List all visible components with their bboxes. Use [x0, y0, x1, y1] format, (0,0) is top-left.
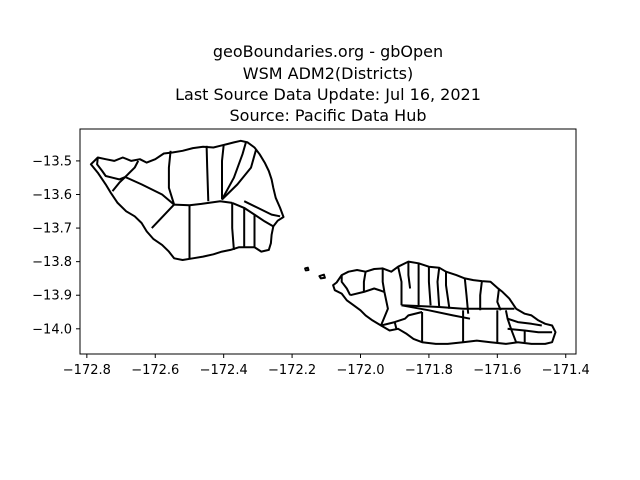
upolu-district-line — [479, 280, 483, 311]
x-tick-label: −172.8 — [63, 363, 111, 378]
apolima-outline — [304, 266, 310, 272]
x-tick-label: −172.6 — [131, 363, 179, 378]
upolu-district-line — [507, 327, 553, 334]
upolu-district-line — [397, 266, 403, 306]
x-tick-label: −172.4 — [200, 363, 248, 378]
savaii-district-line — [111, 176, 126, 192]
upolu-district-line — [445, 271, 451, 309]
y-tick-label: −13.6 — [32, 188, 72, 203]
upolu-district-line — [349, 287, 385, 297]
upolu-district-line — [381, 268, 386, 293]
savaii-district-line — [167, 150, 176, 205]
map-title-line-1: geoBoundaries.org - gbOpen — [212, 42, 444, 61]
savaii-district-line — [221, 144, 225, 200]
savaii-district-line — [174, 200, 233, 207]
savaii-district-line — [243, 200, 281, 218]
savaii-district-line — [221, 142, 247, 200]
x-tick-label: −172.2 — [268, 363, 316, 378]
upolu-district-line — [380, 311, 423, 327]
savaii-district-line — [151, 203, 175, 229]
upolu-outline — [332, 260, 557, 345]
upolu-district-line — [401, 304, 471, 320]
savaii-district-line — [124, 160, 140, 178]
y-tick-label: −13.7 — [32, 222, 72, 237]
x-tick-label: −171.8 — [405, 363, 453, 378]
y-axis: −13.5 −13.6 −13.7 −13.8 −13.9 −14.0 — [32, 154, 80, 337]
map-title-line-3: Last Source Data Update: Jul 16, 2021 — [175, 85, 481, 104]
y-tick-label: −14.0 — [32, 322, 72, 337]
x-axis: −172.8 −172.6 −172.4 −172.2 −172.0 −171.8 −171… — [63, 354, 590, 378]
y-tick-label: −13.8 — [32, 255, 72, 270]
x-tick-label: −171.6 — [473, 363, 521, 378]
map-title-line-4: Source: Pacific Data Hub — [229, 106, 427, 125]
upolu-district-line — [362, 271, 367, 292]
manono-outline — [318, 273, 326, 280]
upolu-district-line — [504, 310, 542, 327]
upolu-district-line — [340, 275, 352, 296]
upolu-district-line — [407, 261, 412, 289]
upolu-district-line — [463, 278, 470, 314]
upolu-district-line — [436, 267, 441, 308]
savaii-outline — [89, 139, 285, 261]
upolu-district-line — [393, 321, 398, 330]
upolu-district-line — [427, 266, 432, 306]
y-tick-label: −13.5 — [32, 154, 72, 169]
savaii-district-line — [205, 145, 210, 202]
y-tick-label: −13.9 — [32, 289, 72, 304]
upolu-district-line — [496, 288, 502, 311]
x-tick-label: −171.4 — [542, 363, 590, 378]
savaii-district-line — [221, 148, 258, 201]
boundary-layer — [89, 139, 557, 345]
x-tick-label: −172.0 — [336, 363, 384, 378]
savaii-district-line — [124, 176, 175, 206]
axes-frame — [79, 128, 577, 355]
savaii-district-line — [96, 157, 126, 181]
upolu-district-line — [401, 304, 515, 310]
map-title-line-2: WSM ADM2(Districts) — [242, 64, 414, 83]
savaii-district-line — [231, 202, 235, 250]
upolu-district-line — [380, 291, 389, 326]
